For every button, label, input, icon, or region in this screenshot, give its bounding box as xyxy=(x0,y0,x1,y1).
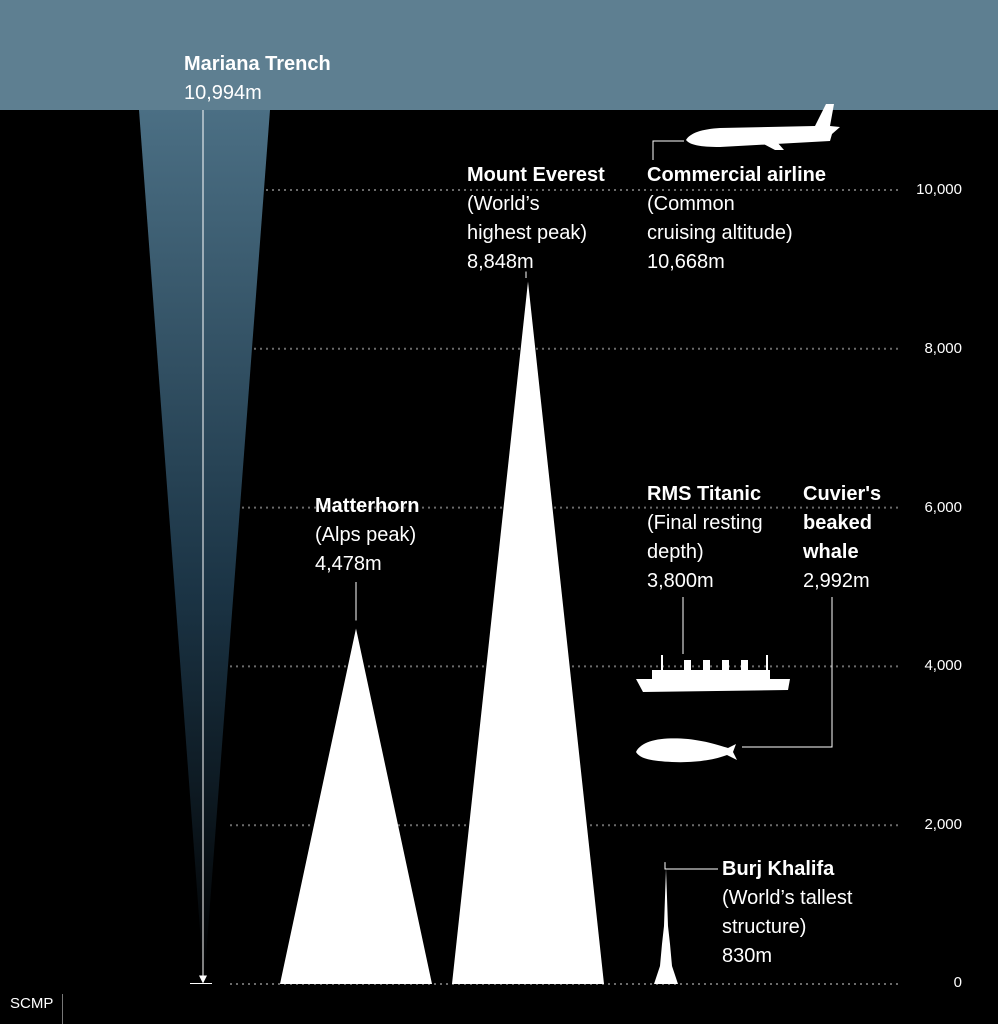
airline-name: Commercial airline xyxy=(647,164,826,186)
airline-desc-1: (Common xyxy=(647,193,735,215)
leader-lines xyxy=(190,110,833,985)
mariana-trench-shape xyxy=(139,110,270,984)
mariana-trench-name: Mariana Trench xyxy=(184,53,331,75)
label-airline: Commercial airline (Common cruising alti… xyxy=(647,161,826,277)
everest-desc-1: (World’s xyxy=(467,193,540,215)
airplane-icon xyxy=(686,104,840,150)
y-tick-label-8000: 8,000 xyxy=(924,340,962,357)
burj-desc-2: structure) xyxy=(722,916,807,938)
whale-leader xyxy=(742,597,833,748)
airline-desc-2: cruising altitude) xyxy=(647,222,793,244)
y-tick-label-2000: 2,000 xyxy=(924,816,962,833)
sea-band xyxy=(0,0,998,110)
burj-leader xyxy=(664,862,718,870)
matterhorn-desc: (Alps peak) xyxy=(315,524,417,546)
y-tick-label-0: 0 xyxy=(953,974,962,991)
airline-leader xyxy=(652,140,684,160)
mariana-trench-arrowhead xyxy=(199,975,207,984)
everest-shape xyxy=(452,281,604,984)
whale-name-1: Cuvier's xyxy=(803,483,882,505)
whale-value: 2,992m xyxy=(803,570,870,592)
ship-icon xyxy=(636,655,790,692)
mariana-trench-value: 10,994m xyxy=(184,82,262,104)
label-matterhorn: Matterhorn (Alps peak) 4,478m xyxy=(315,492,419,579)
y-tick-label-10000: 10,000 xyxy=(916,181,962,198)
source-label: SCMP xyxy=(10,995,54,1012)
matterhorn-name: Matterhorn xyxy=(315,495,420,517)
matterhorn-shape xyxy=(280,628,432,984)
label-titanic: RMS Titanic (Final resting depth) 3,800m xyxy=(647,480,763,596)
y-tick-label-4000: 4,000 xyxy=(924,657,962,674)
matterhorn-value: 4,478m xyxy=(315,553,382,575)
label-burj: Burj Khalifa (World’s tallest structure)… xyxy=(722,855,852,971)
label-everest: Mount Everest (World’s highest peak) 8,8… xyxy=(467,161,605,277)
y-tick-label-6000: 6,000 xyxy=(924,499,962,516)
burj-value: 830m xyxy=(722,945,773,967)
whale-icon xyxy=(636,738,737,763)
everest-value: 8,848m xyxy=(467,251,534,273)
titanic-desc-1: (Final resting xyxy=(647,512,763,534)
airline-value: 10,668m xyxy=(647,251,725,273)
everest-name: Mount Everest xyxy=(467,164,605,186)
titanic-value: 3,800m xyxy=(647,570,714,592)
everest-desc-2: highest peak) xyxy=(467,222,588,244)
gridlines xyxy=(230,189,900,985)
burj-name: Burj Khalifa xyxy=(722,858,835,880)
burj-khalifa-shape xyxy=(654,868,678,984)
source-divider xyxy=(62,994,63,1024)
titanic-name: RMS Titanic xyxy=(647,483,762,505)
label-mariana-trench: Mariana Trench 10,994m xyxy=(184,50,331,108)
label-whale: Cuvier's beaked whale 2,992m xyxy=(803,480,881,596)
whale-name-3: whale xyxy=(803,541,859,563)
burj-desc-1: (World’s tallest xyxy=(722,887,853,909)
chart-shapes xyxy=(139,110,678,984)
whale-name-2: beaked xyxy=(803,512,872,534)
titanic-desc-2: depth) xyxy=(647,541,704,563)
